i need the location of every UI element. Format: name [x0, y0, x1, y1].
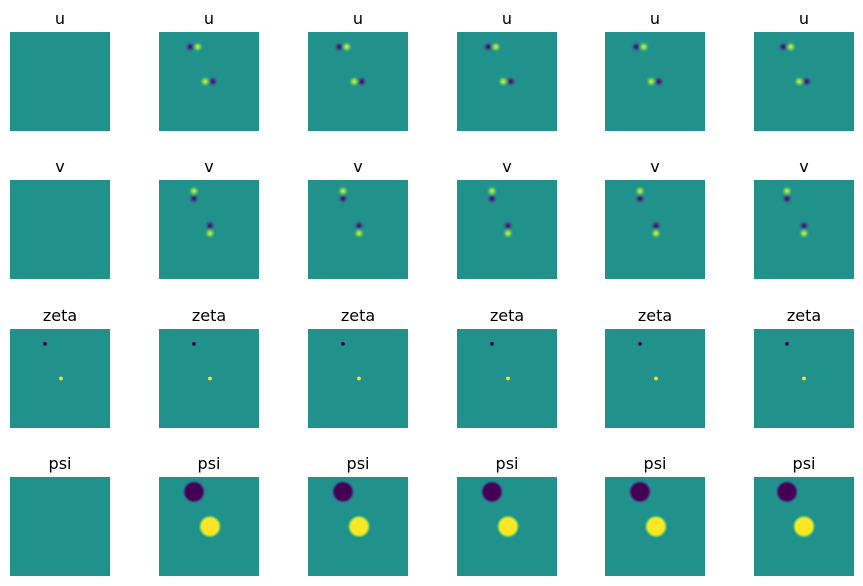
vorticity-spot	[638, 341, 642, 346]
dipole-positive-lobe	[353, 227, 365, 240]
panel-title: u	[204, 9, 214, 28]
panel-v-6: v	[754, 157, 854, 279]
panel-zeta-2: zeta	[159, 306, 259, 428]
panel-title: v	[799, 157, 808, 176]
panel-title: zeta	[787, 306, 821, 325]
dipole-positive-lobe	[781, 185, 793, 198]
dipole-positive-lobe	[191, 40, 204, 53]
panel-zeta-1: zeta	[10, 306, 110, 428]
dipole-positive-lobe	[348, 75, 361, 88]
streamfunction-blob	[775, 479, 799, 504]
panel-title: u	[650, 9, 660, 28]
dipole-positive-lobe	[340, 40, 353, 53]
panel-title: u	[799, 9, 809, 28]
panel-title: v	[204, 157, 213, 176]
vorticity-spot	[802, 376, 806, 381]
panel-title: psi	[198, 454, 221, 473]
panel-title: zeta	[490, 306, 524, 325]
panel-psi-5: psi	[605, 454, 705, 576]
panel-title: zeta	[192, 306, 226, 325]
dipole-positive-lobe	[650, 227, 662, 240]
dipole-positive-lobe	[637, 40, 650, 53]
panel-title: zeta	[341, 306, 375, 325]
dipole-positive-lobe	[204, 227, 216, 240]
streamfunction-blob	[480, 479, 504, 504]
panel-u-2: u	[159, 9, 259, 131]
panel-v-2: v	[159, 157, 259, 279]
panel-psi-4: psi	[457, 454, 557, 576]
panel-psi-6: psi	[754, 454, 854, 576]
panel-title: u	[353, 9, 363, 28]
panel-title: psi	[347, 454, 370, 473]
streamfunction-blob	[792, 514, 816, 539]
dipole-positive-lobe	[188, 185, 200, 198]
streamfunction-blob	[496, 514, 520, 539]
vorticity-spot	[192, 341, 196, 346]
panel-u-1: u	[10, 9, 110, 131]
dipole-positive-lobe	[793, 75, 806, 88]
panel-u-4: u	[457, 9, 557, 131]
panel-title: u	[502, 9, 512, 28]
vorticity-spot	[654, 376, 658, 381]
vorticity-spot	[357, 376, 361, 381]
vorticity-spot	[43, 341, 47, 346]
dipole-positive-lobe	[486, 185, 498, 198]
panel-u-6: u	[754, 9, 854, 131]
heatmap-background	[10, 477, 110, 576]
panel-zeta-6: zeta	[754, 306, 854, 428]
panel-v-3: v	[308, 157, 408, 279]
panel-title: psi	[49, 454, 72, 473]
vorticity-spot	[341, 341, 345, 346]
dipole-positive-lobe	[337, 185, 349, 198]
panel-v-5: v	[605, 157, 705, 279]
streamfunction-blob	[182, 479, 206, 504]
heatmap-background	[10, 32, 110, 131]
dipole-positive-lobe	[784, 40, 797, 53]
dipole-positive-lobe	[497, 75, 510, 88]
streamfunction-blob	[331, 479, 355, 504]
dipole-positive-lobe	[489, 40, 502, 53]
dipole-positive-lobe	[634, 185, 646, 198]
streamfunction-blob	[198, 514, 222, 539]
panel-title: psi	[496, 454, 519, 473]
panel-title: zeta	[43, 306, 77, 325]
panel-title: v	[353, 157, 362, 176]
vorticity-spot	[490, 341, 494, 346]
streamfunction-blob	[644, 514, 668, 539]
panel-psi-3: psi	[308, 454, 408, 576]
dipole-positive-lobe	[645, 75, 658, 88]
panel-psi-1: psi	[10, 454, 110, 576]
panel-title: v	[502, 157, 511, 176]
panel-title: psi	[793, 454, 816, 473]
panel-title: psi	[644, 454, 667, 473]
panel-v-1: v	[10, 157, 110, 279]
dipole-positive-lobe	[199, 75, 212, 88]
panel-zeta-5: zeta	[605, 306, 705, 428]
panel-psi-2: psi	[159, 454, 259, 576]
panel-zeta-4: zeta	[457, 306, 557, 428]
heatmap-background	[10, 180, 110, 279]
vorticity-spot	[208, 376, 212, 381]
panel-u-5: u	[605, 9, 705, 131]
panel-title: v	[55, 157, 64, 176]
panel-u-3: u	[308, 9, 408, 131]
panel-title: v	[650, 157, 659, 176]
streamfunction-blob	[628, 479, 652, 504]
vorticity-spot	[506, 376, 510, 381]
panel-zeta-3: zeta	[308, 306, 408, 428]
vorticity-spot	[785, 341, 789, 346]
dipole-positive-lobe	[798, 227, 810, 240]
vorticity-spot	[59, 376, 63, 381]
dipole-positive-lobe	[502, 227, 514, 240]
panel-title: u	[55, 9, 65, 28]
panel-title: zeta	[638, 306, 672, 325]
panel-v-4: v	[457, 157, 557, 279]
streamfunction-blob	[347, 514, 371, 539]
